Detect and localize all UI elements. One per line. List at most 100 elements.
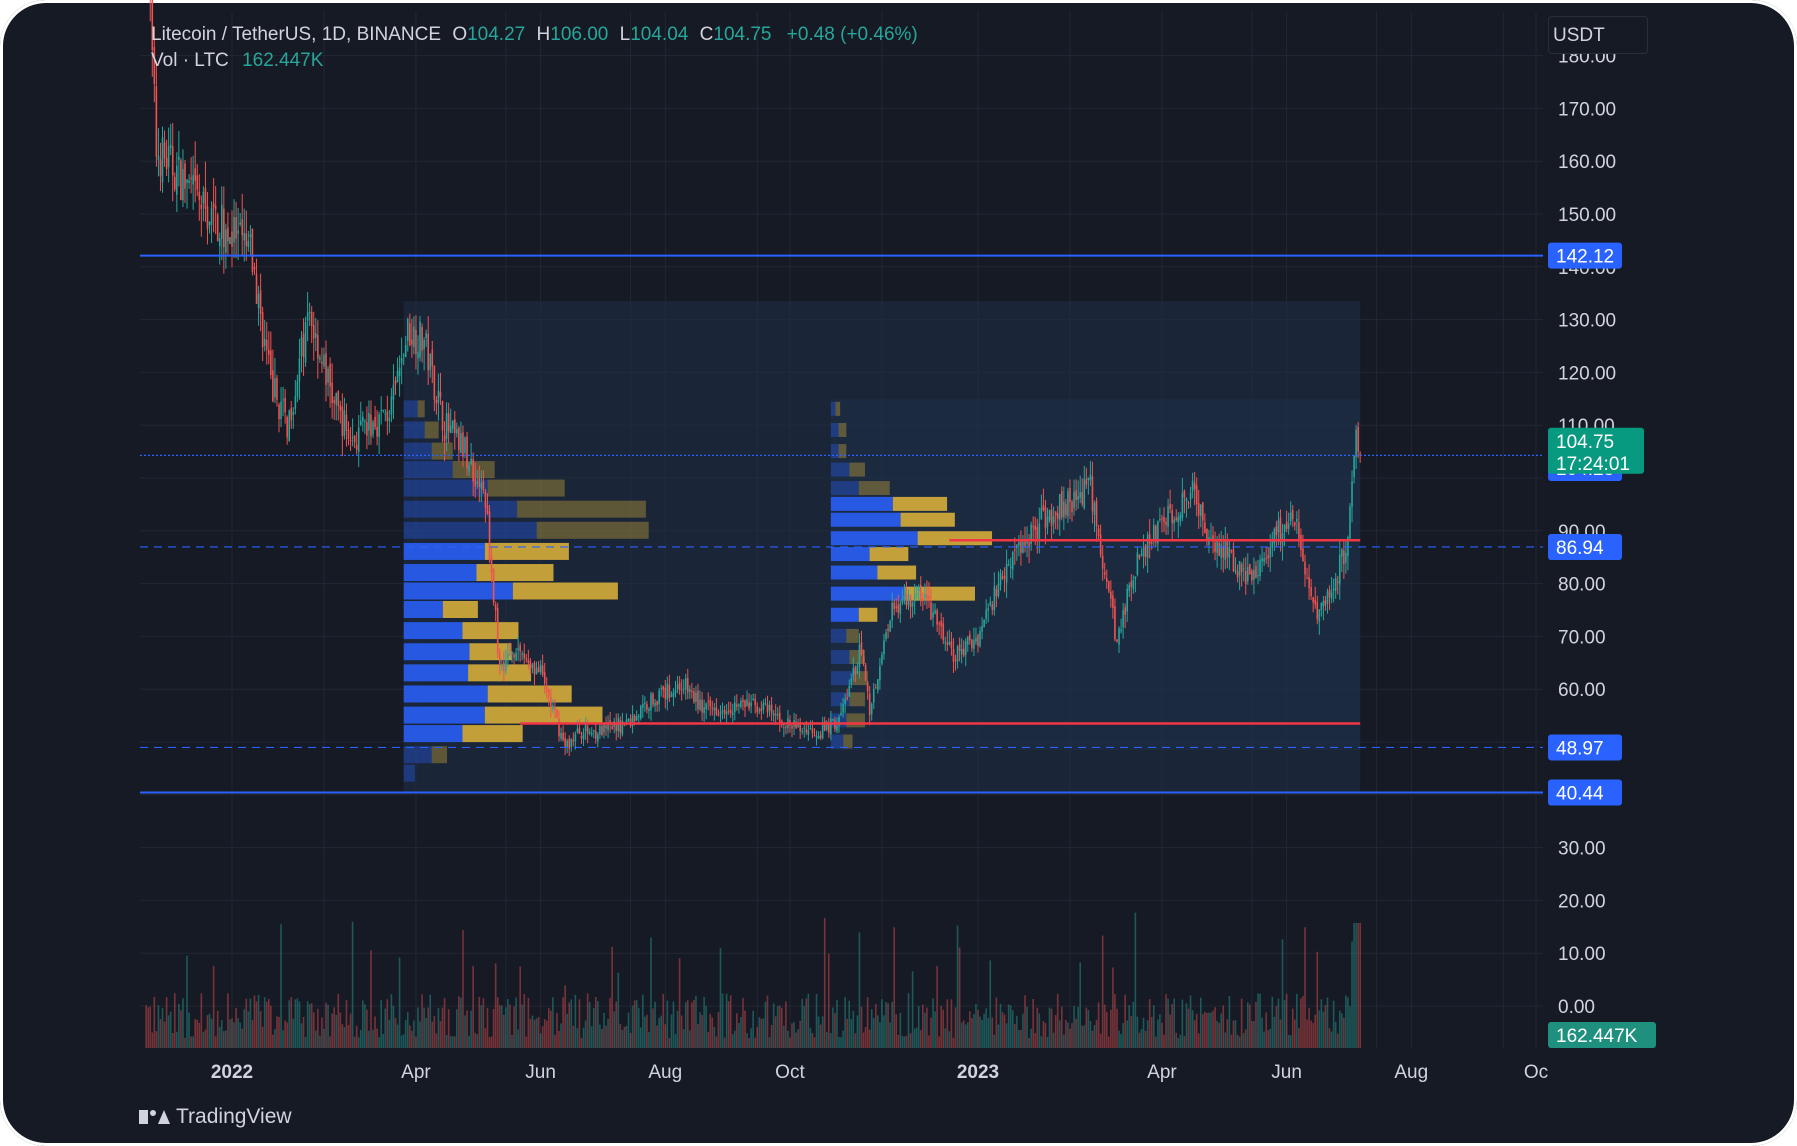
- candle-body: [1152, 525, 1155, 542]
- candle-body: [946, 642, 949, 645]
- volume-profile-bar-down: [852, 671, 869, 686]
- level-badge-bg: [1548, 734, 1622, 761]
- candle-body: [766, 704, 769, 713]
- candle-body: [813, 735, 816, 737]
- volume-bar: [558, 1030, 560, 1048]
- candle-body: [1069, 488, 1071, 503]
- candle-body: [854, 667, 857, 674]
- candle-body: [680, 689, 683, 691]
- volume-bar: [147, 1007, 150, 1048]
- candle-body: [498, 652, 501, 665]
- candle-body: [729, 710, 732, 714]
- candle-body: [664, 687, 667, 699]
- volume-bar: [962, 1020, 965, 1048]
- volume-bar: [1236, 1034, 1239, 1048]
- volume-bar: [554, 1034, 556, 1048]
- volume-bar: [339, 1012, 342, 1048]
- volume-bar: [1095, 1019, 1098, 1048]
- candle-body: [682, 688, 685, 690]
- volume-bar: [744, 1010, 746, 1048]
- volume-profile-bar-down: [484, 706, 603, 724]
- volume-bar: [780, 1007, 783, 1048]
- volume-bar: [321, 1017, 323, 1048]
- price-tick-label: 60.00: [1558, 680, 1606, 701]
- candle-body: [1324, 600, 1327, 606]
- candle-body: [421, 327, 423, 351]
- volume-bar: [192, 1036, 194, 1048]
- volume-bar: [999, 1003, 1002, 1048]
- candle-body: [194, 168, 197, 181]
- candle-body: [517, 648, 519, 651]
- volume-bar: [398, 957, 401, 1048]
- candle-body: [872, 688, 875, 703]
- volume-bar: [670, 1014, 673, 1048]
- volume-bar: [789, 1037, 791, 1048]
- volume-bar: [216, 1010, 219, 1048]
- volume-bar: [1195, 1013, 1198, 1048]
- candle-body: [797, 723, 799, 728]
- volume-bar: [717, 1011, 720, 1048]
- volume-bar: [1009, 1005, 1012, 1048]
- volume-bar: [1148, 999, 1151, 1048]
- volume-bar: [719, 948, 722, 1048]
- volume-bar: [1124, 994, 1126, 1048]
- volume-profile-bar-up: [403, 542, 485, 560]
- volume-profile-bar-down: [843, 734, 853, 749]
- volume-bar: [560, 1023, 562, 1048]
- volume-bar: [519, 966, 521, 1048]
- candle-body: [359, 420, 362, 425]
- candle-body: [913, 594, 916, 602]
- candle-body: [744, 700, 746, 708]
- volume-bar: [844, 997, 846, 1048]
- volume-bar: [488, 1037, 491, 1048]
- volume-profile-bar-down: [512, 582, 618, 600]
- volume-profile-bar-up: [830, 512, 901, 527]
- volume-profile-bar-up: [830, 462, 850, 477]
- high-value: 106.00: [550, 24, 609, 45]
- volume-bar: [613, 1011, 615, 1048]
- candle-body: [975, 637, 977, 642]
- candle-body: [1112, 595, 1114, 608]
- candle-body: [351, 437, 354, 439]
- candle-body: [713, 707, 716, 711]
- currency-selector[interactable]: USDT: [1548, 16, 1648, 54]
- candle-body: [167, 146, 170, 168]
- candle-body: [306, 312, 309, 321]
- volume-bar: [1242, 1033, 1245, 1048]
- volume-bar: [987, 1018, 990, 1048]
- candle-body: [386, 411, 389, 421]
- symbol-title[interactable]: Litecoin / TetherUS, 1D, BINANCE: [151, 24, 442, 45]
- volume-bar: [958, 947, 961, 1048]
- volume-bar: [523, 994, 526, 1048]
- candle-body: [764, 703, 767, 705]
- candle-body: [447, 413, 450, 432]
- volume-bar: [415, 1036, 417, 1048]
- candle-body: [321, 361, 323, 364]
- candle-body: [705, 703, 707, 710]
- tradingview-logo[interactable]: TradingView: [139, 1105, 292, 1129]
- volume-bar: [453, 1036, 456, 1048]
- volume-bar: [292, 1018, 295, 1048]
- volume-bar: [883, 1015, 885, 1048]
- candle-body: [1242, 568, 1245, 570]
- volume-label[interactable]: Vol · LTC: [151, 50, 229, 71]
- candle-body: [846, 697, 848, 700]
- volume-bar: [447, 1009, 450, 1048]
- tradingview-icon: [139, 1110, 170, 1124]
- volume-bar: [220, 1020, 223, 1048]
- volume-bar: [838, 1037, 840, 1048]
- candle-body: [341, 406, 344, 437]
- volume-bar: [386, 999, 389, 1048]
- candle-body: [1283, 524, 1286, 532]
- volume-bar: [1013, 1024, 1016, 1048]
- volume-bar: [443, 998, 446, 1048]
- volume-bar: [572, 1025, 575, 1048]
- volume-bar: [909, 1033, 912, 1048]
- volume-bar: [1097, 1002, 1100, 1048]
- candle-body: [296, 381, 299, 397]
- candle-body: [1003, 576, 1006, 579]
- volume-bar: [592, 1008, 595, 1048]
- volume-bar: [1136, 1016, 1139, 1048]
- volume-bar: [1244, 1029, 1247, 1048]
